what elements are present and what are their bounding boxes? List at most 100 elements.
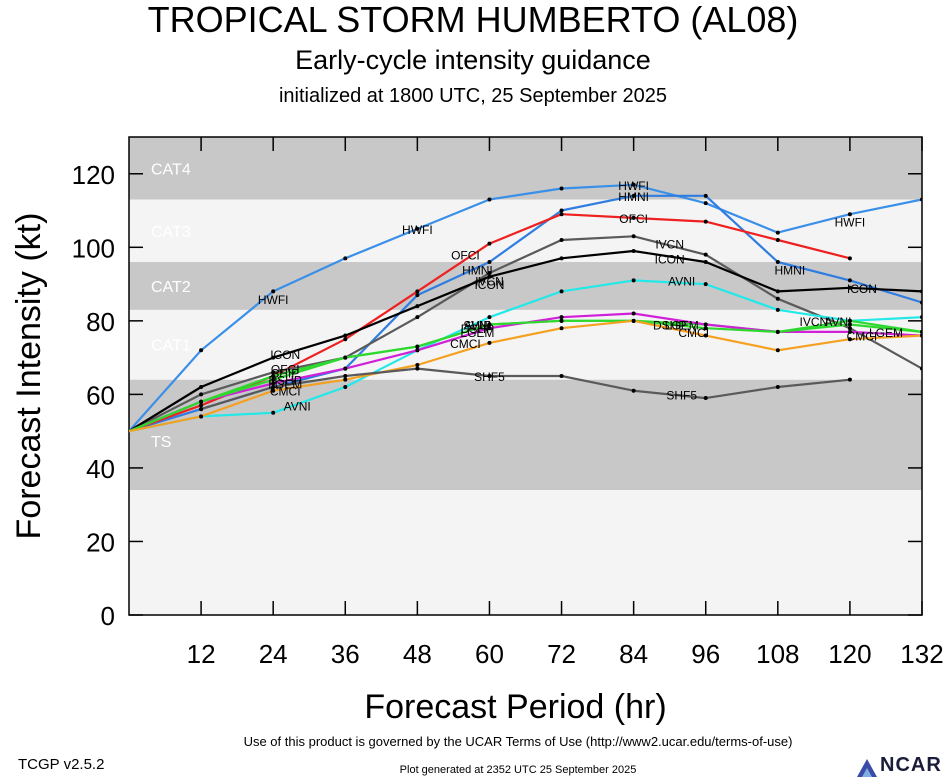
data-point-dshp	[415, 344, 420, 349]
data-point-shf5	[343, 374, 348, 378]
data-point-hwfi	[847, 212, 852, 217]
data-point-hwfi	[703, 201, 708, 206]
series-label-dshp: DSHP	[269, 374, 302, 388]
ncar-logo: NCAR	[856, 752, 946, 780]
data-point-shf5	[559, 374, 564, 378]
data-point-shf5	[631, 388, 636, 393]
series-label-dshp: DSHP	[461, 322, 494, 336]
data-point-ship	[847, 318, 852, 323]
data-point-hmni	[631, 193, 636, 198]
series-label-icon: ICON	[270, 348, 300, 362]
data-point-ivcn	[775, 296, 780, 301]
data-point-lgem	[847, 329, 852, 334]
series-label-hwfi: HWFI	[402, 223, 433, 237]
terms-of-use-text: Use of this product is governed by the U…	[243, 734, 793, 749]
series-label-hwfi: HWFI	[258, 293, 289, 307]
series-label-cmci: CMCI	[450, 337, 481, 351]
series-label-hmni: HMNI	[618, 190, 649, 204]
band-label-cat4: CAT4	[151, 161, 191, 178]
series-label-cmci: CMCI	[270, 385, 301, 399]
data-point-avni	[920, 315, 922, 320]
data-point-cmci	[631, 318, 636, 323]
y-axis-label: Forecast Intensity (kt)	[10, 213, 48, 540]
series-label-hwfi: HWFI	[618, 179, 649, 193]
init-time: initialized at 1800 UTC, 25 September 20…	[278, 85, 667, 107]
data-point-hwfi	[631, 182, 636, 187]
series-label-hwfi: HWFI	[835, 216, 866, 230]
data-point-cmci	[487, 340, 492, 345]
data-point-icon	[559, 256, 564, 261]
x-tick-label: 48	[403, 639, 432, 669]
data-point-icon	[775, 289, 780, 294]
x-tick-label: 72	[547, 639, 576, 669]
ncar-logo-text: NCAR	[880, 754, 942, 776]
y-tick-label: 60	[86, 380, 115, 410]
data-point-icon	[271, 355, 276, 360]
x-tick-label: 24	[259, 639, 288, 669]
x-axis-label: Forecast Period (hr)	[364, 688, 666, 726]
data-point-ofci	[559, 212, 564, 217]
data-point-ofci	[199, 403, 204, 408]
data-point-icon	[631, 248, 636, 253]
data-point-ivcn	[271, 370, 276, 375]
data-point-shf5	[199, 407, 204, 412]
band-cat4	[129, 137, 922, 200]
data-point-icon	[199, 385, 204, 390]
data-point-ivcn	[631, 234, 636, 239]
data-point-ivcn	[199, 392, 204, 397]
data-point-dshp	[559, 318, 564, 323]
x-tick-label: 108	[756, 639, 799, 669]
x-tick-label: 36	[331, 639, 360, 669]
series-label-lgem: LGEM	[869, 326, 903, 340]
x-tick-label: 96	[691, 639, 720, 669]
data-point-dshp	[199, 399, 204, 404]
data-point-hwfi	[920, 197, 922, 202]
series-label-lgem: LGEM	[268, 377, 302, 391]
data-point-ivcn	[703, 252, 708, 257]
generated-time: Plot generated at 2352 UTC 25 September …	[399, 764, 637, 776]
data-point-hwfi	[559, 186, 564, 191]
series-label-shf5: SHF5	[666, 388, 697, 402]
data-point-ivcn	[415, 315, 420, 320]
data-point-lgem	[343, 366, 348, 371]
data-point-ivcn	[559, 237, 564, 242]
data-point-cmci	[199, 414, 204, 419]
data-point-avni	[631, 278, 636, 283]
series-label-hmni: HMNI	[462, 263, 493, 277]
series-label-avni: AVNI	[824, 315, 851, 329]
series-line-shf5	[200, 367, 851, 411]
ncar-logo-icon	[857, 759, 877, 777]
series-label-avni: AVNI	[464, 319, 491, 333]
data-point-icon	[415, 304, 420, 309]
data-point-icon	[703, 260, 708, 265]
y-tick-label: 120	[72, 160, 115, 190]
data-point-shf5	[415, 366, 420, 371]
data-point-hwfi	[415, 226, 420, 231]
x-tick-label: 84	[619, 639, 648, 669]
series-label-ship: SHIP	[463, 319, 491, 333]
data-point-ivcn	[920, 366, 922, 371]
data-point-avni	[703, 282, 708, 287]
series-label-ofci: OFCI	[619, 212, 648, 226]
data-point-hmni	[703, 193, 708, 198]
data-point-ofci	[775, 237, 780, 242]
series-line-hwfi	[129, 183, 922, 432]
y-tick-label: 0	[101, 601, 115, 631]
data-point-dshp	[487, 322, 492, 327]
data-point-shf5	[847, 377, 852, 382]
data-point-ivcn	[847, 326, 852, 331]
data-point-hmni	[775, 260, 780, 265]
data-point-shf5	[271, 385, 276, 390]
series-label-ivcn: IVCN	[655, 238, 684, 252]
band-label-cat1: CAT1	[151, 338, 191, 355]
data-point-hwfi	[199, 348, 204, 353]
x-tick-label: 12	[187, 639, 216, 669]
data-point-lgem	[631, 311, 636, 316]
series-line-dshp	[129, 319, 922, 433]
data-point-lgem	[487, 326, 492, 331]
series-label-icon: ICON	[847, 282, 877, 296]
data-point-cmci	[559, 326, 564, 331]
series-line-cmci	[129, 319, 922, 433]
x-tick-label: 60	[475, 639, 504, 669]
